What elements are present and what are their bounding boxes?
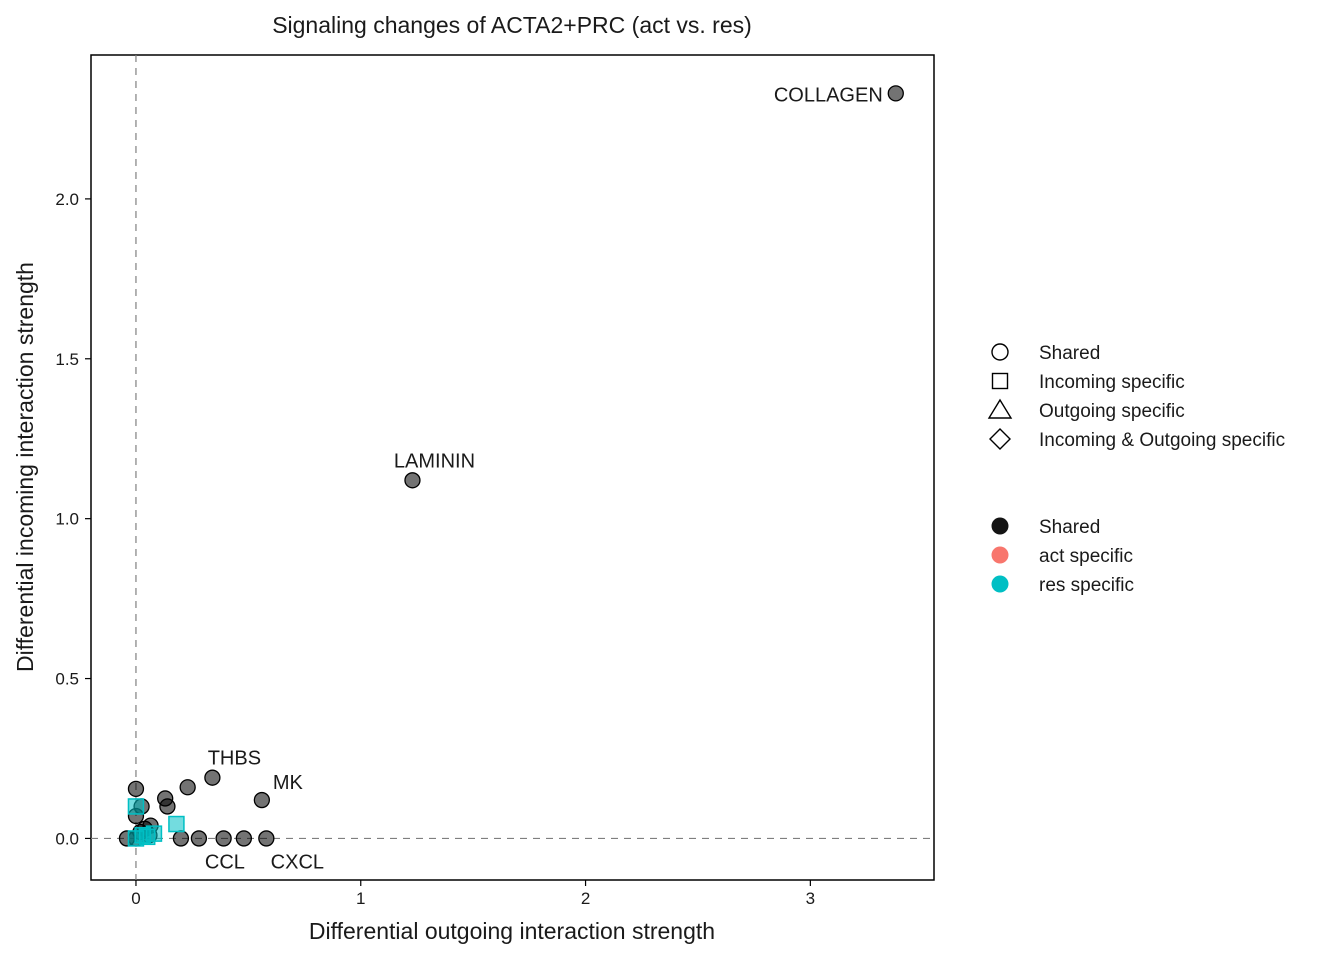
reference-lines (91, 55, 934, 880)
point-label: COLLAGEN (774, 84, 883, 106)
legend-shape-label: Shared (1039, 343, 1100, 364)
data-point-circle (179, 779, 196, 796)
point-label: CXCL (271, 851, 324, 873)
legend-shape-label: Outgoing specific (1039, 401, 1185, 422)
legend-color-label: res specific (1039, 575, 1134, 596)
data-point-circle (190, 830, 208, 847)
point-label: THBS (208, 748, 261, 770)
legend-color-swatch-icon (991, 575, 1009, 593)
legend-color-label: Shared (1039, 517, 1100, 538)
x-tick-label: 2 (581, 889, 590, 908)
y-tick-label: 0.0 (55, 829, 79, 848)
x-tick-label: 3 (806, 889, 815, 908)
y-axis: 0.0 0.5 1.0 1.5 2.0 (55, 190, 91, 848)
chart-title: Signaling changes of ACTA2+PRC (act vs. … (272, 12, 752, 38)
y-axis-title: Differential incoming interaction streng… (12, 262, 38, 672)
triangle-shape-icon (987, 398, 1013, 419)
data-point-circle (404, 472, 421, 489)
x-axis: 0 1 2 3 (131, 880, 815, 908)
x-tick-label: 1 (356, 889, 365, 908)
x-tick-label: 0 (131, 889, 140, 908)
legend: Shared Incoming specific Outgoing specific… (987, 343, 1285, 596)
point-label: MK (273, 772, 304, 794)
data-point-circle (204, 769, 221, 786)
data-point-circle (215, 830, 232, 847)
data-point-circle (159, 798, 176, 815)
legend-color-label: act specific (1039, 546, 1133, 567)
data-point-circle (253, 791, 270, 809)
data-point-circle (258, 830, 275, 847)
data-point-circle (127, 780, 145, 798)
data-point-circle (172, 830, 190, 847)
data-point-square (138, 828, 156, 846)
legend-color-swatch-icon (991, 517, 1009, 535)
point-label: CCL (205, 851, 245, 873)
legend-shape-label: Incoming & Outgoing specific (1039, 430, 1285, 451)
plot-panel (90, 54, 935, 881)
legend-shape-label: Incoming specific (1039, 372, 1185, 393)
data-point-circle (235, 830, 253, 847)
y-tick-label: 2.0 (55, 190, 79, 209)
y-tick-label: 1.0 (55, 510, 79, 529)
legend-color-swatch-icon (991, 546, 1009, 564)
circle-shape-icon (991, 343, 1009, 361)
data-point-square (127, 798, 145, 815)
data-point-circle (887, 85, 904, 102)
square-shape-icon (991, 372, 1009, 390)
data-points (118, 85, 904, 847)
point-labels: COLLAGEN LAMININ THBS MK CCL CXCL (205, 84, 883, 873)
data-point-square (168, 815, 185, 833)
y-tick-label: 1.5 (55, 350, 79, 369)
point-label: LAMININ (394, 450, 475, 472)
y-tick-label: 0.5 (55, 670, 79, 689)
x-axis-title: Differential outgoing interaction streng… (309, 918, 715, 944)
diamond-shape-icon (989, 428, 1011, 450)
